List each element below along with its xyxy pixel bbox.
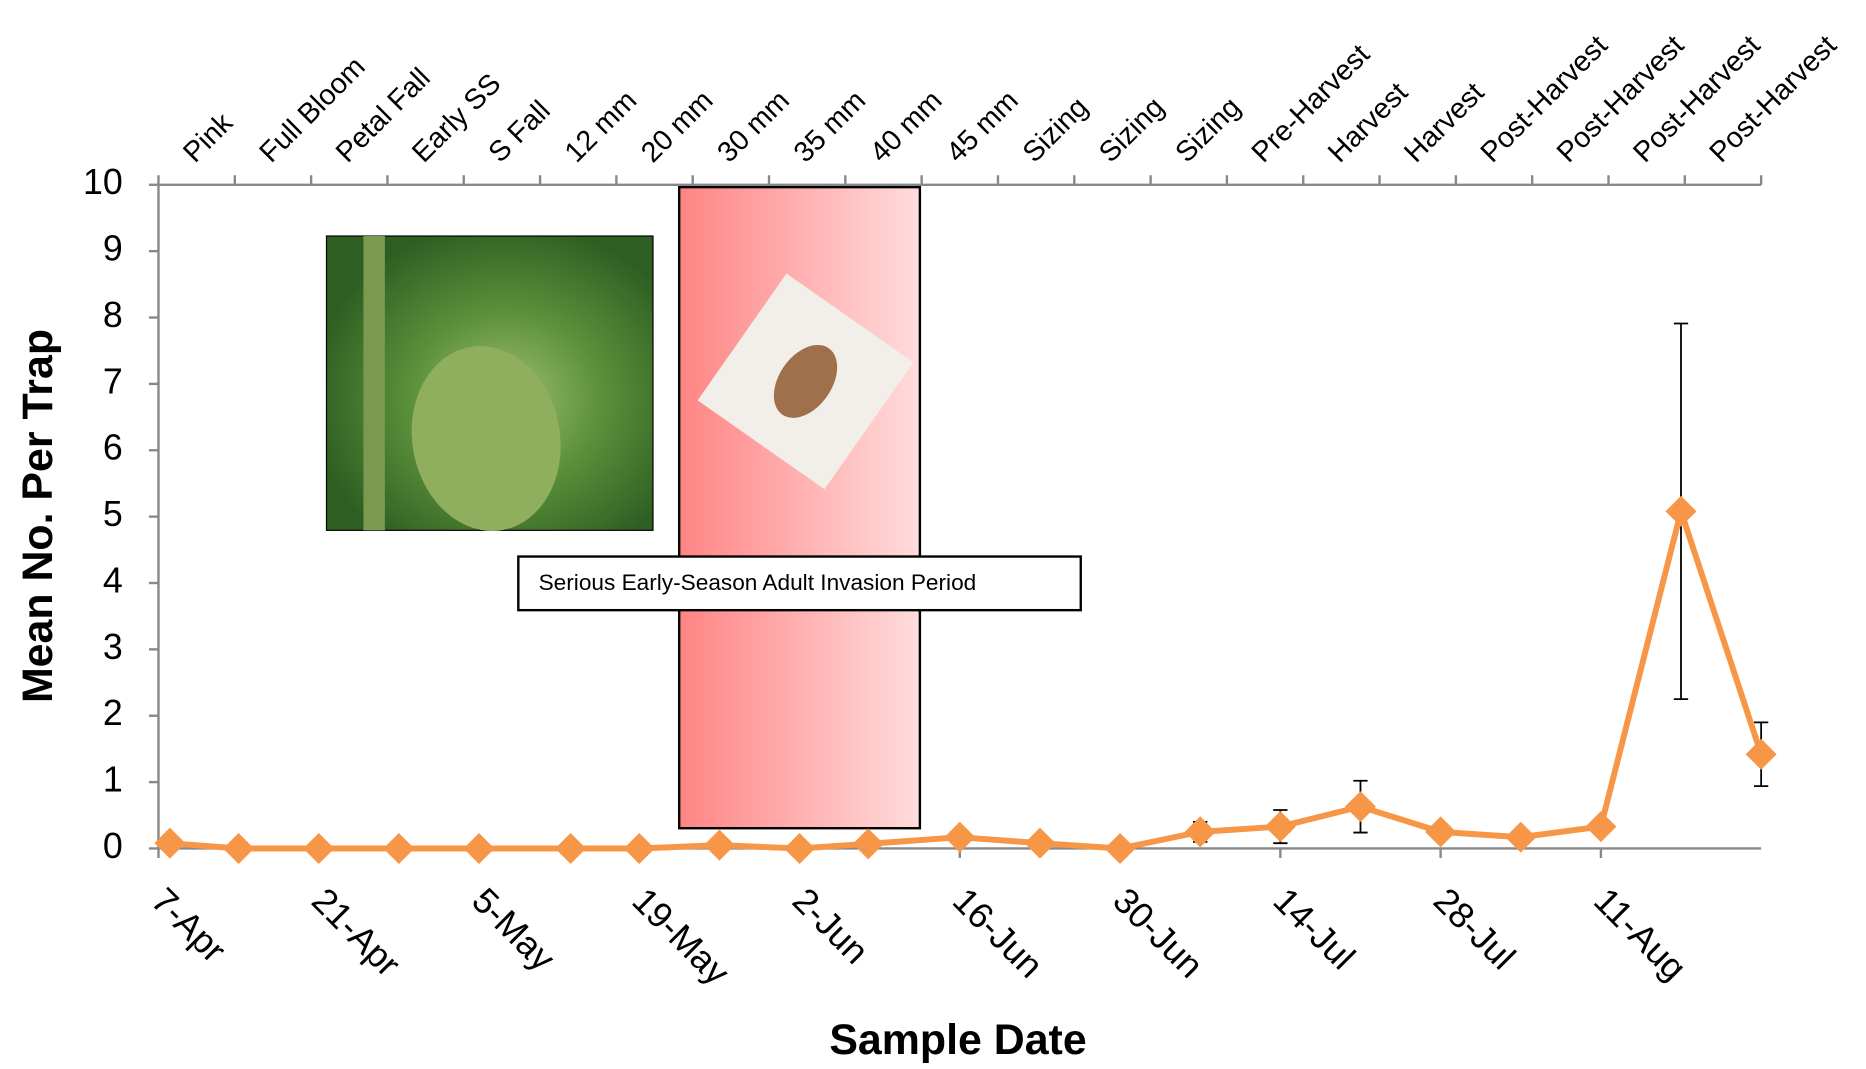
x-tick-label: 11-Aug: [1586, 880, 1694, 988]
top-category-label: Pink: [177, 106, 239, 168]
y-tick-label: 2: [103, 693, 123, 733]
y-tick-label: 0: [103, 826, 123, 866]
marker: [1344, 791, 1376, 823]
marker: [1745, 738, 1777, 770]
insect-photo: [697, 273, 914, 490]
x-tick-label: 14-Jul: [1266, 880, 1363, 977]
marker: [623, 832, 655, 864]
marker: [383, 832, 415, 864]
top-category-label: 12 mm: [559, 84, 643, 168]
marker: [944, 821, 976, 853]
marker: [463, 832, 495, 864]
marker: [1425, 816, 1457, 848]
top-category-label: 40 mm: [864, 84, 948, 168]
marker: [1505, 821, 1537, 853]
marker: [784, 832, 816, 864]
y-tick-label: 1: [103, 760, 123, 800]
top-category-label: 45 mm: [940, 84, 1024, 168]
top-category-label: Sizing: [1093, 91, 1171, 169]
top-category-label: Sizing: [1169, 91, 1247, 169]
x-tick-label: 28-Jul: [1426, 880, 1523, 977]
top-category-label: Sizing: [1017, 91, 1095, 169]
y-tick-label: 5: [103, 494, 123, 534]
marker: [852, 828, 884, 860]
y-tick-label: 4: [103, 560, 123, 600]
x-tick-label: 5-May: [464, 880, 563, 979]
y-axis-title: Mean No. Per Trap: [14, 329, 62, 703]
x-tick-label: 7-Apr: [144, 880, 234, 970]
top-category-label: 20 mm: [635, 84, 719, 168]
x-tick-label: 21-Apr: [304, 880, 408, 984]
marker: [1104, 832, 1136, 864]
marker: [703, 829, 735, 861]
marker: [1585, 811, 1617, 843]
y-tick-label: 7: [103, 361, 123, 401]
x-tick-label: 19-May: [625, 880, 738, 993]
marker: [303, 832, 335, 864]
marker: [1264, 811, 1296, 843]
top-category-label: 30 mm: [711, 84, 795, 168]
x-tick-label: 30-Jun: [1105, 880, 1211, 986]
y-tick-label: 10: [83, 162, 123, 202]
x-tick-label: 16-Jun: [945, 880, 1051, 986]
y-tick-label: 6: [103, 428, 123, 468]
y-tick-label: 3: [103, 627, 123, 667]
top-category-label: 35 mm: [788, 84, 872, 168]
y-tick-label: 8: [103, 295, 123, 335]
x-tick-label: 2-Jun: [785, 880, 876, 971]
marker: [1665, 495, 1697, 527]
marker: [223, 832, 255, 864]
marker: [1024, 827, 1056, 859]
annotation-box: [517, 555, 1082, 612]
top-category-label: S Fall: [482, 95, 556, 169]
peach-photo: [325, 235, 654, 532]
y-tick-label: 9: [103, 229, 123, 269]
annotation: Serious Early-Season Adult Invasion Peri…: [539, 570, 977, 595]
marker: [555, 832, 587, 864]
x-axis-title: Sample Date: [829, 1016, 1086, 1064]
marker: [1184, 816, 1216, 848]
top-category-label: Harvest: [1398, 77, 1490, 169]
